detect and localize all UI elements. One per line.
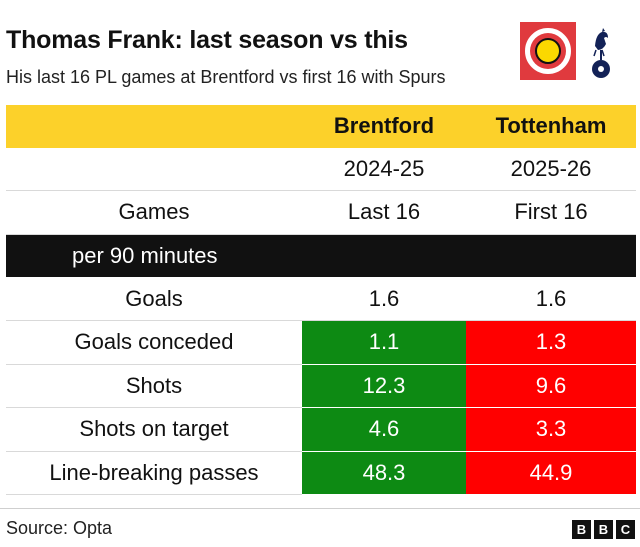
row-label: Shots on target	[6, 407, 302, 452]
season-brentford: 2024-25	[302, 147, 466, 192]
games-brentford: Last 16	[302, 190, 466, 235]
bbc-logo-letter: B	[594, 520, 613, 539]
team-label-tottenham: Tottenham	[466, 105, 636, 148]
brentford-crest-icon	[520, 22, 576, 80]
cell-tottenham: 1.6	[466, 277, 636, 321]
row-label: Line-breaking passes	[6, 451, 302, 496]
bbc-logo-letter: B	[572, 520, 591, 539]
section-label: per 90 minutes	[6, 234, 636, 278]
section-header-row: per 90 minutes	[6, 234, 636, 278]
row-label: Shots	[6, 364, 302, 409]
source-note: Source: Opta	[6, 518, 113, 538]
row-label: Goals conceded	[6, 320, 302, 365]
bbc-logo: B B C	[572, 520, 635, 539]
cell-brentford: 12.3	[302, 364, 466, 409]
table-row: Shots on target 4.6 3.3	[6, 407, 636, 452]
games-label: Games	[6, 190, 302, 235]
season-tottenham: 2025-26	[466, 147, 636, 192]
chart-subtitle: His last 16 PL games at Brentford vs fir…	[6, 67, 446, 87]
table-row: Goals 1.6 1.6	[6, 277, 636, 321]
cell-tottenham: 1.3	[466, 320, 636, 365]
table-row: Shots 12.3 9.6	[6, 364, 636, 409]
games-row: Games Last 16 First 16	[6, 190, 636, 235]
tottenham-cockerel-icon	[592, 28, 610, 78]
cell-brentford: 1.1	[302, 320, 466, 365]
table-row: Goals conceded 1.1 1.3	[6, 320, 636, 365]
cell-tottenham: 44.9	[466, 451, 636, 496]
cell-tottenham: 3.3	[466, 407, 636, 452]
season-label-cell	[6, 147, 302, 192]
header-empty-cell	[6, 105, 302, 148]
bbc-logo-letter: C	[616, 520, 635, 539]
season-row: 2024-25 2025-26	[6, 147, 636, 192]
games-tottenham: First 16	[466, 190, 636, 235]
cell-brentford: 4.6	[302, 407, 466, 452]
team-label-brentford: Brentford	[302, 105, 466, 148]
row-label: Goals	[6, 277, 302, 321]
chart-title: Thomas Frank: last season vs this	[6, 26, 408, 54]
team-header-row: Brentford Tottenham	[6, 105, 636, 148]
footer-divider	[0, 508, 640, 509]
stats-table: Brentford Tottenham 2024-25 2025-26 Game…	[6, 105, 636, 496]
table-row: Line-breaking passes 48.3 44.9	[6, 451, 636, 496]
cell-brentford: 1.6	[302, 277, 466, 321]
cell-tottenham: 9.6	[466, 364, 636, 409]
cell-brentford: 48.3	[302, 451, 466, 496]
